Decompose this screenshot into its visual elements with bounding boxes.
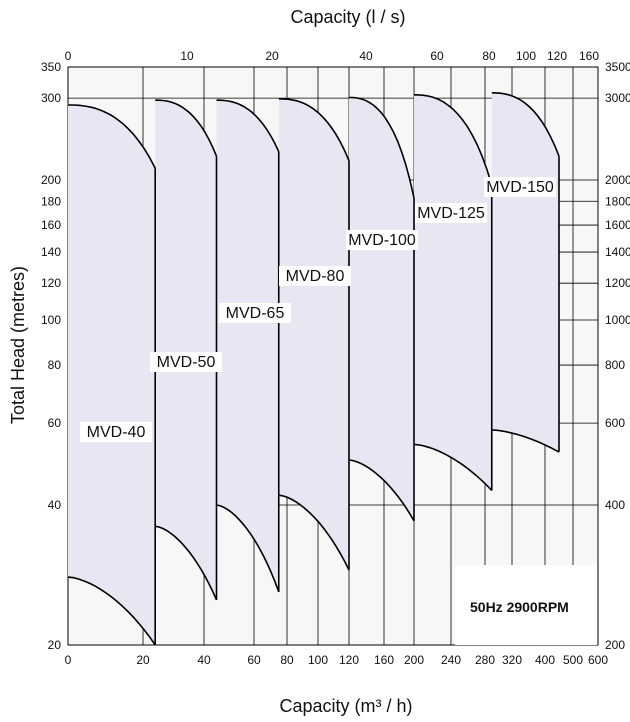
model-label-mvd-40: MVD-40: [87, 424, 146, 441]
y-left-tick-label: 120: [41, 276, 61, 290]
model-label-bg: [346, 230, 418, 250]
region-mvd-125: [414, 94, 492, 491]
model-label-mvd-150: MVD-150: [486, 179, 554, 196]
note-box: [455, 565, 597, 645]
model-label-bg: [219, 303, 291, 323]
model-label-mvd-80: MVD-80: [286, 268, 345, 285]
y-left-tick-label: 160: [41, 218, 61, 232]
note-text: 50Hz 2900RPM: [470, 599, 569, 615]
x-bottom-tick-label: 60: [247, 653, 261, 667]
y-right-tick-label: 800: [605, 358, 625, 372]
max-head-curve-mvd-150: [491, 92, 560, 157]
region-mvd-40: [68, 105, 156, 645]
y-left-tick-label: 20: [48, 638, 62, 652]
y-left-tick-label: 140: [41, 245, 61, 259]
x-axis-title-top: Capacity (l / s): [290, 7, 405, 27]
x-bottom-tick-label: 400: [535, 653, 555, 667]
curve-fills: [68, 92, 559, 645]
min-head-curve-mvd-65: [216, 504, 280, 593]
x-top-tick-label: 10: [180, 49, 194, 63]
y-axis-title: Total Head (metres): [8, 266, 28, 424]
model-labels: MVD-40 MVD-50 MVD-65 MVD-80 MVD-100MVD-125MV…: [80, 177, 556, 442]
x-bottom-tick-label: 280: [475, 653, 495, 667]
y-right-tick-label: 600: [605, 416, 625, 430]
x-top-tick-label: 80: [482, 49, 496, 63]
region-mvd-65: [216, 100, 279, 592]
max-head-curve-mvd-50: [155, 99, 218, 157]
x-bottom-tick-label: 0: [65, 653, 72, 667]
y-right-tick-label: 400: [605, 498, 625, 512]
x-bottom-tick-label: 80: [280, 653, 294, 667]
y-left-tick-label: 200: [41, 173, 61, 187]
max-head-curve-mvd-40: [68, 104, 156, 169]
x-bottom-tick-label: 240: [441, 653, 461, 667]
model-label-bg: [279, 266, 351, 286]
x-bottom-tick-label: 160: [374, 653, 394, 667]
x-bottom-tick-label: 100: [308, 653, 328, 667]
min-head-curve-mvd-40: [67, 576, 156, 646]
y-left-tick-label: 300: [41, 91, 61, 105]
y-right-tick-label: 1400: [605, 245, 630, 259]
x-top-tick-label: 40: [359, 49, 373, 63]
min-head-curve-mvd-50: [155, 525, 218, 601]
x-bottom-tick-label: 20: [136, 653, 150, 667]
x-top-tick-label: 0: [65, 49, 72, 63]
y-left-tick-label: 60: [48, 416, 62, 430]
min-head-curve-mvd-100: [348, 459, 415, 522]
tick-labels: 2040608010012014016018020030035020040060…: [41, 49, 630, 667]
model-label-mvd-125: MVD-125: [417, 205, 485, 222]
model-label-bg: [415, 203, 487, 223]
model-label-mvd-65: MVD-65: [226, 305, 285, 322]
x-bottom-tick-label: 120: [339, 653, 359, 667]
model-label-bg: [150, 352, 222, 372]
region-mvd-80: [278, 98, 349, 571]
x-axis-title-bottom: Capacity (m³ / h): [279, 696, 412, 716]
min-head-curve-mvd-125: [413, 443, 493, 491]
model-label-mvd-100: MVD-100: [348, 232, 416, 249]
y-left-tick-label: 350: [41, 60, 61, 74]
x-top-tick-label: 160: [579, 49, 599, 63]
curves: [67, 92, 560, 646]
x-top-tick-label: 60: [430, 49, 444, 63]
y-right-tick-label: 1200: [605, 276, 630, 290]
x-bottom-tick-label: 600: [588, 653, 608, 667]
x-top-tick-label: 100: [516, 49, 536, 63]
max-head-curve-mvd-65: [216, 99, 280, 153]
model-label-bg: [484, 177, 556, 197]
min-head-curve-mvd-80: [278, 494, 350, 571]
y-left-tick-label: 40: [48, 498, 62, 512]
x-bottom-tick-label: 500: [563, 653, 583, 667]
region-mvd-150: [491, 92, 559, 453]
y-right-tick-label: 1800: [605, 194, 630, 208]
x-top-tick-label: 120: [547, 49, 567, 63]
max-head-curve-mvd-80: [278, 98, 350, 162]
min-head-curve-mvd-150: [491, 429, 560, 453]
max-head-curve-mvd-125: [413, 94, 493, 186]
model-label-mvd-50: MVD-50: [157, 354, 216, 371]
x-bottom-tick-label: 40: [197, 653, 211, 667]
x-bottom-tick-label: 320: [502, 653, 522, 667]
region-mvd-50: [155, 100, 217, 600]
region-mvd-100: [349, 97, 414, 521]
y-left-tick-label: 100: [41, 313, 61, 327]
y-right-tick-label: 3500: [605, 60, 630, 74]
y-right-tick-label: 200: [605, 638, 625, 652]
model-label-bg: [80, 422, 152, 442]
x-bottom-tick-label: 200: [404, 653, 424, 667]
y-left-tick-label: 80: [48, 358, 62, 372]
y-right-tick-label: 1600: [605, 218, 630, 232]
max-head-curve-mvd-100: [348, 96, 415, 199]
x-top-tick-label: 20: [265, 49, 279, 63]
y-right-tick-label: 1000: [605, 313, 630, 327]
y-left-tick-label: 180: [41, 194, 61, 208]
y-right-tick-label: 2000: [605, 173, 630, 187]
y-right-tick-label: 3000: [605, 91, 630, 105]
